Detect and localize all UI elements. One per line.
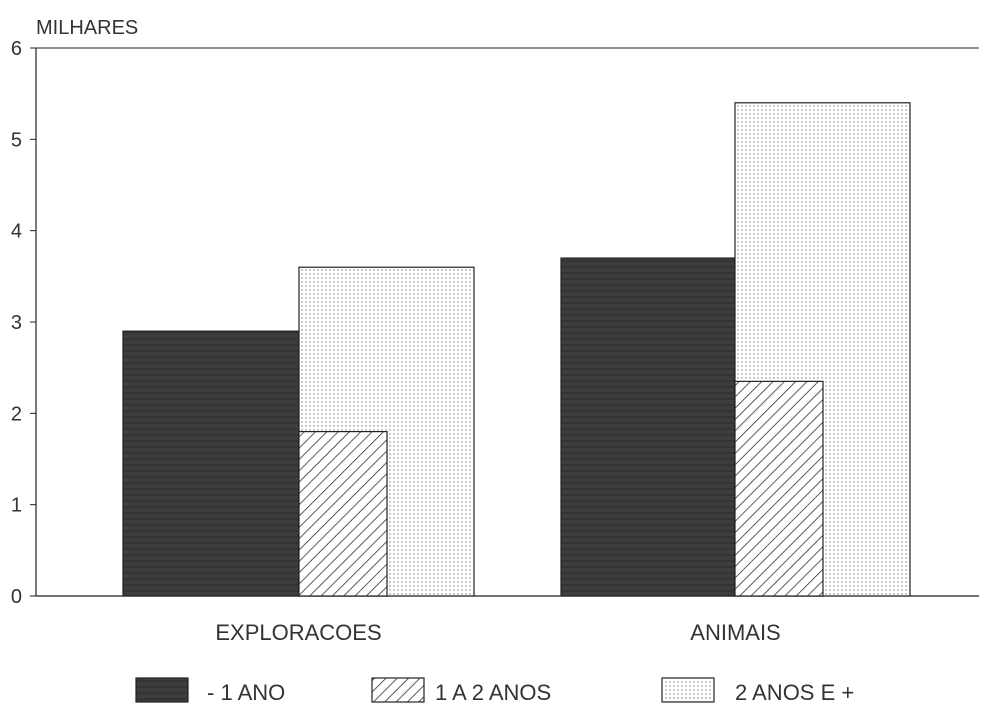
bar-dark-0 [122,330,300,597]
legend-swatch-dark [135,677,189,703]
bar-dark-1 [560,257,736,597]
legend-label: 2 ANOS E + [735,680,854,705]
legend-label: 1 A 2 ANOS [435,680,551,705]
x-axis-tick-labels: EXPLORACOES ANIMAIS [215,620,780,645]
bars [122,102,911,597]
legend: - 1 ANO 1 A 2 ANOS 2 ANOS E + [135,677,854,705]
bar-hatch-0 [298,431,388,597]
y-tick-label: 5 [11,129,22,151]
bar-hatch-1 [734,380,824,597]
x-tick-label: ANIMAIS [690,620,780,645]
y-tick-label: 6 [11,38,22,60]
legend-label: - 1 ANO [207,680,285,705]
y-axis-label: MILHARES [36,17,138,39]
legend-swatch-hatch [371,677,425,703]
y-tick-label: 3 [11,312,22,334]
y-tick-label: 2 [11,403,22,425]
y-tick-label: 0 [11,586,22,608]
legend-swatch-dots [661,677,715,703]
y-axis-ticks: 0 1 2 3 4 5 6 [11,38,36,608]
x-tick-label: EXPLORACOES [215,620,381,645]
y-tick-label: 4 [11,221,22,243]
y-tick-label: 1 [11,495,22,517]
